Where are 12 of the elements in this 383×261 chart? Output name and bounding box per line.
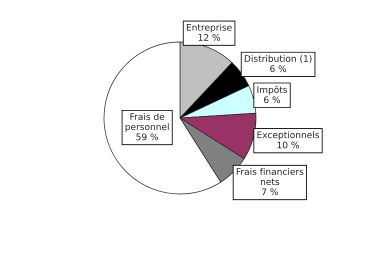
- data-label: 6 %: [270, 65, 286, 72]
- data-label: 10 %: [278, 142, 299, 148]
- slice-label: Frais financiers nets: [236, 168, 304, 186]
- slice-label: Entreprise: [186, 24, 232, 33]
- slice-label: Distribution (1): [244, 54, 312, 64]
- data-label: 59 %: [136, 133, 158, 140]
- data-label: 6 %: [264, 96, 280, 104]
- slice-label: Impôts: [257, 86, 288, 95]
- slice-label: Exceptionnels: [257, 131, 320, 140]
- data-label: 7 %: [262, 188, 278, 196]
- data-label: 12 %: [198, 34, 220, 41]
- slice-label: Frais de personnel: [126, 113, 169, 132]
